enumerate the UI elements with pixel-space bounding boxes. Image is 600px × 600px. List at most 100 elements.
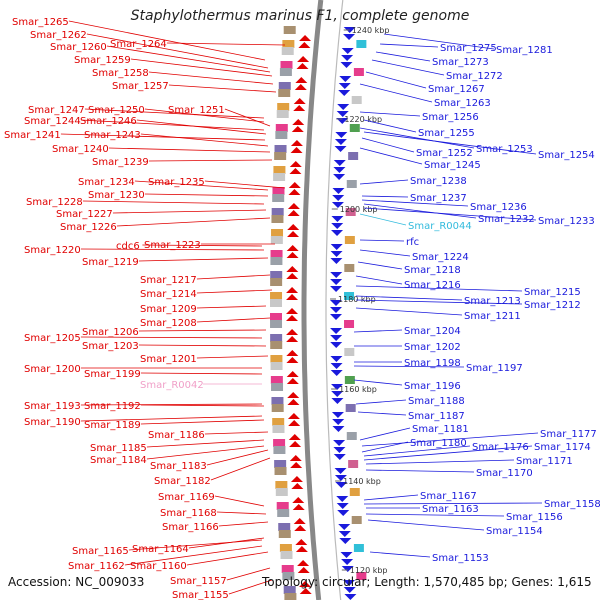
reverse-gene-label[interactable]: Smar_1245 (424, 160, 481, 171)
reverse-gene-label[interactable]: Smar_1167 (420, 491, 477, 502)
forward-gene-label[interactable]: Smar_1185 (90, 443, 147, 454)
forward-gene-label[interactable]: Smar_1226 (60, 222, 117, 233)
forward-gene-label[interactable]: Smar_1251 (168, 105, 225, 116)
forward-gene-label[interactable]: Smar_1205 (24, 333, 81, 344)
forward-gene-label[interactable]: Smar_1265 (12, 17, 69, 28)
rna-gene-label[interactable]: Smar_R0044 (408, 221, 472, 232)
forward-gene-label[interactable]: Smar_1220 (24, 245, 81, 256)
forward-gene-label[interactable]: Smar_1259 (74, 55, 131, 66)
forward-gene-label[interactable]: Smar_1166 (162, 522, 219, 533)
forward-gene-label[interactable]: Smar_1247 (28, 105, 85, 116)
forward-gene-label[interactable]: Smar_1168 (160, 508, 217, 519)
reverse-gene-label[interactable]: Smar_1236 (470, 202, 527, 213)
forward-gene-label[interactable]: Smar_1160 (130, 561, 187, 572)
reverse-gene-label[interactable]: Smar_1224 (412, 252, 469, 263)
forward-gene-label[interactable]: Smar_1165 (72, 546, 129, 557)
reverse-gene-label[interactable]: Smar_1154 (486, 526, 543, 537)
reverse-gene-label[interactable]: rfc (406, 237, 419, 248)
reverse-gene-label[interactable]: Smar_1215 (524, 287, 581, 298)
reverse-gene-label[interactable]: Smar_1233 (538, 216, 595, 227)
reverse-gene-label[interactable]: Smar_1254 (538, 150, 595, 161)
reverse-gene-label[interactable]: Smar_1158 (544, 499, 600, 510)
reverse-gene-label[interactable]: Smar_1196 (404, 381, 461, 392)
forward-gene-label[interactable]: Smar_1223 (144, 240, 201, 251)
forward-gene-label[interactable]: Smar_1239 (92, 157, 149, 168)
reverse-gene-label[interactable]: Smar_1212 (524, 300, 581, 311)
reverse-gene-label[interactable]: Smar_1267 (428, 84, 485, 95)
forward-gene-label[interactable]: Smar_1241 (4, 130, 61, 141)
forward-gene-label[interactable]: Smar_1186 (148, 430, 205, 441)
forward-gene-label[interactable]: Smar_1209 (140, 304, 197, 315)
reverse-gene-label[interactable]: Smar_1170 (476, 468, 533, 479)
reverse-gene-label[interactable]: Smar_1171 (516, 456, 573, 467)
forward-gene-label[interactable]: Smar_1234 (78, 177, 135, 188)
reverse-gene-label[interactable]: Smar_1188 (408, 396, 465, 407)
reverse-gene-label[interactable]: Smar_1204 (404, 326, 461, 337)
forward-gene-label[interactable]: Smar_1257 (112, 81, 169, 92)
forward-gene-label[interactable]: Smar_1264 (110, 39, 167, 50)
forward-gene-label[interactable]: cdc6 (116, 241, 140, 252)
forward-gene-label[interactable]: Smar_1243 (84, 130, 141, 141)
reverse-gene-label[interactable]: Smar_1218 (404, 265, 461, 276)
reverse-gene-label[interactable]: Smar_1176 (472, 442, 529, 453)
forward-gene-label[interactable]: Smar_1246 (80, 116, 137, 127)
reverse-gene-label[interactable]: Smar_1163 (422, 504, 479, 515)
forward-gene-label[interactable]: Smar_1235 (148, 177, 205, 188)
reverse-gene-label[interactable]: Smar_1275 (440, 43, 497, 54)
reverse-gene-label[interactable]: Smar_1232 (478, 214, 535, 225)
reverse-gene-label[interactable]: Smar_1238 (410, 176, 467, 187)
forward-gene-label[interactable]: Smar_1169 (158, 492, 215, 503)
reverse-gene-label[interactable]: Smar_1263 (434, 98, 491, 109)
forward-gene-label[interactable]: Smar_1258 (92, 68, 149, 79)
forward-gene-label[interactable]: Smar_1230 (88, 190, 145, 201)
reverse-gene-label[interactable]: Smar_1255 (418, 128, 475, 139)
reverse-gene-label[interactable]: Smar_1181 (412, 424, 469, 435)
forward-gene-label[interactable]: Smar_1162 (68, 561, 125, 572)
reverse-gene-label[interactable]: Smar_1198 (404, 358, 461, 369)
forward-gene-label[interactable]: Smar_1219 (82, 257, 139, 268)
reverse-gene-label[interactable]: Smar_1156 (506, 512, 563, 523)
reverse-gene-label[interactable]: Smar_1197 (466, 363, 523, 374)
forward-gene-label[interactable]: Smar_1192 (84, 401, 141, 412)
reverse-gene-label[interactable]: Smar_1256 (422, 112, 479, 123)
forward-gene-label[interactable]: Smar_1206 (82, 327, 139, 338)
forward-gene-label[interactable]: Smar_1214 (140, 289, 197, 300)
reverse-gene-label[interactable]: Smar_1237 (410, 193, 467, 204)
reverse-gene-label[interactable]: Smar_1202 (404, 342, 461, 353)
forward-gene-label[interactable]: Smar_1157 (170, 576, 227, 587)
reverse-gene-label[interactable]: Smar_1253 (476, 144, 533, 155)
forward-gene-label[interactable]: Smar_1217 (140, 275, 197, 286)
forward-gene-label[interactable]: Smar_1260 (50, 42, 107, 53)
forward-gene-label[interactable]: Smar_1184 (90, 455, 147, 466)
forward-gene-label[interactable]: Smar_1240 (52, 144, 109, 155)
forward-gene-label[interactable]: Smar_1183 (150, 461, 207, 472)
forward-gene-label[interactable]: Smar_1208 (140, 318, 197, 329)
reverse-gene-label[interactable]: Smar_1272 (446, 71, 503, 82)
reverse-gene-label[interactable]: Smar_1216 (404, 280, 461, 291)
forward-gene-label[interactable]: Smar_1182 (154, 476, 211, 487)
forward-gene-label[interactable]: Smar_1201 (140, 354, 197, 365)
rna-gene-label[interactable]: Smar_R0042 (140, 380, 204, 391)
forward-gene-label[interactable]: Smar_1189 (84, 420, 141, 431)
forward-gene-label[interactable]: Smar_1244 (24, 116, 81, 127)
forward-gene-label[interactable]: Smar_1227 (56, 209, 113, 220)
reverse-gene-label[interactable]: Smar_1281 (496, 45, 553, 56)
reverse-gene-label[interactable]: Smar_1174 (534, 442, 591, 453)
reverse-gene-label[interactable]: Smar_1177 (540, 429, 597, 440)
forward-gene-label[interactable]: Smar_1203 (82, 341, 139, 352)
reverse-gene-label[interactable]: Smar_1211 (464, 311, 521, 322)
reverse-gene-label[interactable]: Smar_1252 (416, 148, 473, 159)
reverse-gene-label[interactable]: Smar_1187 (408, 411, 465, 422)
forward-gene-label[interactable]: Smar_1250 (88, 105, 145, 116)
reverse-gene-label[interactable]: Smar_1153 (432, 553, 489, 564)
reverse-gene-label[interactable]: Smar_1273 (432, 57, 489, 68)
forward-gene-label[interactable]: Smar_1228 (26, 197, 83, 208)
forward-gene-label[interactable]: Smar_1193 (24, 401, 81, 412)
forward-gene-label[interactable]: Smar_1199 (84, 369, 141, 380)
forward-gene-label[interactable]: Smar_1164 (132, 544, 189, 555)
reverse-gene-label[interactable]: Smar_1213 (464, 296, 521, 307)
forward-gene-label[interactable]: Smar_1262 (30, 30, 87, 41)
reverse-gene-label[interactable]: Smar_1180 (410, 438, 467, 449)
forward-gene-label[interactable]: Smar_1190 (24, 417, 81, 428)
forward-gene-label[interactable]: Smar_1155 (172, 590, 229, 600)
